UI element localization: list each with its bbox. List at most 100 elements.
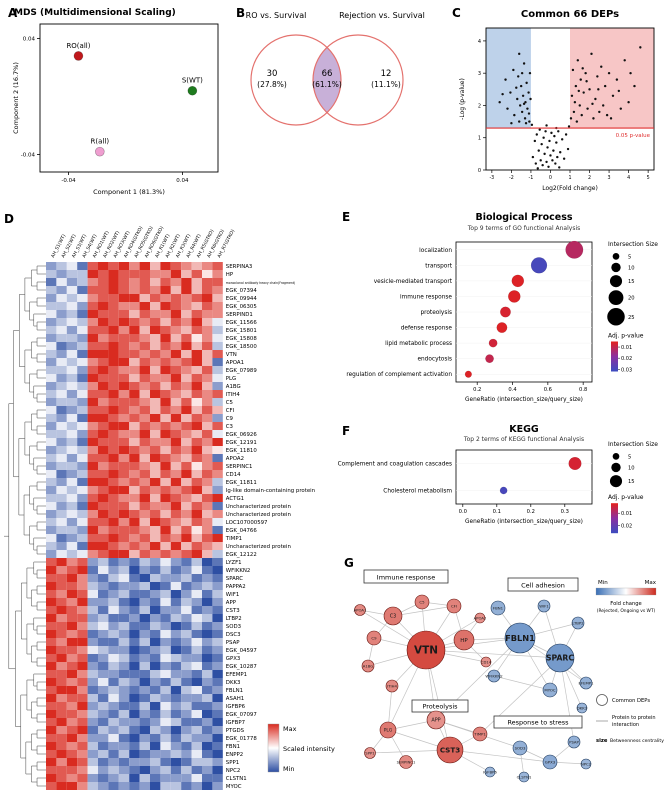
svg-text:0.02: 0.02 bbox=[621, 524, 632, 530]
svg-text:A1BG: A1BG bbox=[226, 384, 241, 390]
svg-text:GPX3: GPX3 bbox=[545, 759, 556, 764]
svg-text:0: 0 bbox=[478, 168, 481, 174]
svg-text:-3: -3 bbox=[489, 175, 494, 181]
svg-text:SERPINA3: SERPINA3 bbox=[226, 264, 253, 270]
svg-text:MDS (Multidimensional Scaling): MDS (Multidimensional Scaling) bbox=[14, 8, 176, 18]
svg-text:SPARC: SPARC bbox=[546, 654, 574, 663]
svg-text:0.4: 0.4 bbox=[508, 387, 517, 393]
svg-text:(27.8%): (27.8%) bbox=[257, 80, 287, 89]
svg-text:FBLN1: FBLN1 bbox=[226, 688, 243, 694]
svg-text:12: 12 bbox=[381, 69, 392, 79]
svg-text:CST3: CST3 bbox=[226, 608, 240, 614]
svg-text:EGK_11811: EGK_11811 bbox=[226, 480, 257, 486]
svg-text:(61.1%): (61.1%) bbox=[312, 80, 342, 89]
svg-text:Max: Max bbox=[645, 580, 657, 586]
svg-text:LTBP2: LTBP2 bbox=[226, 616, 242, 622]
svg-text:CLSTN1: CLSTN1 bbox=[226, 776, 247, 782]
svg-text:HP: HP bbox=[460, 638, 468, 644]
svg-text:PAPPA2: PAPPA2 bbox=[226, 584, 246, 590]
svg-text:CLSTN1: CLSTN1 bbox=[517, 774, 532, 779]
svg-text:(Rejected, Ongoing vs WT): (Rejected, Ongoing vs WT) bbox=[597, 608, 656, 614]
svg-text:NPC2: NPC2 bbox=[581, 761, 592, 766]
svg-text:4: 4 bbox=[627, 175, 630, 181]
svg-text:WIF1: WIF1 bbox=[539, 603, 549, 608]
svg-text:-1: -1 bbox=[529, 175, 534, 181]
svg-text:3: 3 bbox=[478, 71, 481, 77]
svg-text:IGFBP7: IGFBP7 bbox=[226, 720, 245, 726]
svg-text:EGK_11810: EGK_11810 bbox=[226, 448, 258, 454]
svg-text:ITIH4: ITIH4 bbox=[387, 683, 397, 688]
svg-text:ASAH1: ASAH1 bbox=[226, 696, 244, 702]
svg-text:vesicle-mediated transport: vesicle-mediated transport bbox=[374, 279, 453, 285]
svg-text:EGK_06305: EGK_06305 bbox=[226, 304, 257, 310]
svg-text:APP: APP bbox=[226, 600, 237, 606]
svg-text:DSC3: DSC3 bbox=[226, 632, 241, 638]
svg-text:Max: Max bbox=[283, 725, 297, 733]
svg-text:defense response: defense response bbox=[401, 326, 453, 332]
panel-label-b: B bbox=[236, 6, 246, 20]
svg-text:GeneRatio (intersection_size/q: GeneRatio (intersection_size/query_size) bbox=[465, 519, 583, 525]
svg-text:PSAP: PSAP bbox=[569, 739, 579, 744]
svg-text:-Log (p-value): -Log (p-value) bbox=[459, 78, 466, 120]
svg-text:Cell adhesion: Cell adhesion bbox=[521, 582, 565, 590]
svg-text:0.04: 0.04 bbox=[23, 37, 36, 43]
svg-text:EGK_15801: EGK_15801 bbox=[226, 328, 257, 334]
svg-text:EGK_06926: EGK_06926 bbox=[226, 432, 258, 438]
svg-text:Complement and coagulation cas: Complement and coagulation cascades bbox=[338, 462, 452, 468]
svg-text:1: 1 bbox=[478, 136, 481, 142]
svg-text:0.3: 0.3 bbox=[561, 509, 569, 515]
svg-text:(11.1%): (11.1%) bbox=[371, 80, 401, 89]
svg-text:DKK3: DKK3 bbox=[577, 705, 588, 710]
panel-label-c: C bbox=[452, 6, 461, 20]
svg-text:ITIH4: ITIH4 bbox=[226, 392, 241, 398]
svg-text:APOA2: APOA2 bbox=[474, 615, 487, 620]
svg-text:endocytosis: endocytosis bbox=[417, 357, 452, 363]
svg-text:0.05 p-value: 0.05 p-value bbox=[616, 133, 651, 139]
svg-text:immune response: immune response bbox=[400, 294, 452, 300]
svg-text:-0.04: -0.04 bbox=[61, 178, 76, 184]
ppi-network: Immune response Cell adhesion Proteolysis R… bbox=[354, 569, 664, 783]
svg-text:EGK_15808: EGK_15808 bbox=[226, 336, 258, 342]
svg-text:0.6: 0.6 bbox=[544, 387, 552, 393]
svg-text:0.8: 0.8 bbox=[579, 387, 587, 393]
svg-text:25: 25 bbox=[628, 315, 635, 321]
svg-text:WFIKKN2: WFIKKN2 bbox=[226, 568, 251, 574]
svg-text:EGK_01778: EGK_01778 bbox=[226, 736, 258, 742]
svg-text:HP: HP bbox=[226, 272, 234, 278]
svg-text:EGK_12191: EGK_12191 bbox=[226, 440, 257, 446]
svg-text:15: 15 bbox=[628, 479, 635, 485]
svg-text:C9: C9 bbox=[226, 416, 234, 422]
svg-text:C3: C3 bbox=[390, 614, 397, 620]
svg-text:CFI: CFI bbox=[226, 408, 235, 414]
svg-text:PTGDS: PTGDS bbox=[226, 728, 245, 734]
svg-text:0.2: 0.2 bbox=[527, 509, 535, 515]
svg-text:10: 10 bbox=[628, 465, 635, 471]
svg-text:VTN: VTN bbox=[226, 352, 237, 358]
svg-text:RO vs. Survival: RO vs. Survival bbox=[246, 11, 307, 20]
svg-text:0.1: 0.1 bbox=[493, 509, 501, 515]
svg-text:-2: -2 bbox=[509, 175, 514, 181]
svg-text:EGK_18500: EGK_18500 bbox=[226, 344, 258, 350]
svg-text:APOA1: APOA1 bbox=[226, 360, 244, 366]
svg-text:KEGG: KEGG bbox=[509, 424, 539, 435]
svg-text:SERPINC1: SERPINC1 bbox=[397, 759, 416, 764]
svg-text:IGFBP6: IGFBP6 bbox=[483, 769, 497, 774]
svg-text:0.04: 0.04 bbox=[176, 178, 189, 184]
svg-text:EGK_09944: EGK_09944 bbox=[226, 296, 258, 302]
svg-text:Uncharacterized protein: Uncharacterized protein bbox=[226, 512, 291, 518]
svg-text:APOA2: APOA2 bbox=[226, 456, 244, 462]
svg-text:WFIKKN2: WFIKKN2 bbox=[485, 673, 503, 678]
svg-text:A1BG: A1BG bbox=[363, 663, 374, 668]
svg-text:PLG: PLG bbox=[226, 376, 236, 382]
svg-text:ACTG1: ACTG1 bbox=[226, 496, 244, 502]
svg-text:monoclonal antibody heavy chai: monoclonal antibody heavy chain(Fragment… bbox=[226, 281, 295, 285]
svg-text:Protein to protein: Protein to protein bbox=[612, 715, 656, 721]
mds-scatter-plot: MDS (Multidimensional Scaling) -0.04 0.04 -… bbox=[12, 8, 219, 196]
svg-text:4: 4 bbox=[478, 39, 481, 45]
svg-text:EGK_07394: EGK_07394 bbox=[226, 288, 258, 294]
svg-text:Log2(Fold change): Log2(Fold change) bbox=[542, 185, 598, 192]
svg-text:GeneRatio (intersection_size/q: GeneRatio (intersection_size/query_size) bbox=[465, 397, 583, 403]
svg-text:LYZF1: LYZF1 bbox=[226, 560, 242, 566]
svg-text:EGK_10287: EGK_10287 bbox=[226, 664, 257, 670]
